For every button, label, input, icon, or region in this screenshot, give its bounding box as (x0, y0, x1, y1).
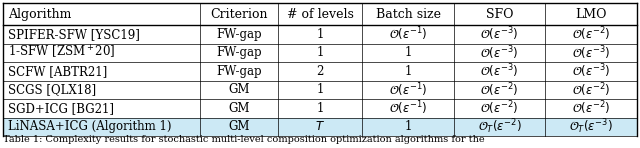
Text: SFO: SFO (486, 8, 513, 21)
Text: GM: GM (228, 102, 250, 115)
Text: SCFW [ABTR21]: SCFW [ABTR21] (8, 65, 108, 78)
FancyBboxPatch shape (545, 118, 637, 136)
Text: $\mathcal{O}(\epsilon^{-2})$: $\mathcal{O}(\epsilon^{-2})$ (481, 81, 518, 99)
Text: $\mathcal{O}(\epsilon^{-2})$: $\mathcal{O}(\epsilon^{-2})$ (572, 100, 610, 117)
Text: FW-gap: FW-gap (216, 46, 262, 59)
FancyBboxPatch shape (362, 118, 454, 136)
Text: $T$: $T$ (315, 120, 325, 133)
Text: # of levels: # of levels (287, 8, 353, 21)
Text: LMO: LMO (575, 8, 607, 21)
Text: $\mathcal{O}(\epsilon^{-3})$: $\mathcal{O}(\epsilon^{-3})$ (481, 26, 518, 43)
Text: $\mathcal{O}_T(\epsilon^{-3})$: $\mathcal{O}_T(\epsilon^{-3})$ (569, 118, 613, 136)
Text: $\mathcal{O}(\epsilon^{-3})$: $\mathcal{O}(\epsilon^{-3})$ (572, 63, 610, 80)
Text: 1: 1 (316, 28, 324, 41)
Text: Algorithm: Algorithm (8, 8, 72, 21)
Text: $\mathcal{O}(\epsilon^{-3})$: $\mathcal{O}(\epsilon^{-3})$ (572, 44, 610, 62)
Text: LiNASA+ICG (Algorithm 1): LiNASA+ICG (Algorithm 1) (8, 120, 172, 133)
Text: $\mathcal{O}_T(\epsilon^{-2})$: $\mathcal{O}_T(\epsilon^{-2})$ (477, 118, 522, 136)
Text: Batch size: Batch size (376, 8, 440, 21)
Text: 1: 1 (404, 65, 412, 78)
Text: $\mathcal{O}(\epsilon^{-3})$: $\mathcal{O}(\epsilon^{-3})$ (481, 44, 518, 62)
Text: 1: 1 (316, 102, 324, 115)
Text: $\mathcal{O}(\epsilon^{-2})$: $\mathcal{O}(\epsilon^{-2})$ (572, 81, 610, 99)
Text: GM: GM (228, 120, 250, 133)
Text: FW-gap: FW-gap (216, 65, 262, 78)
FancyBboxPatch shape (200, 118, 278, 136)
Text: FW-gap: FW-gap (216, 28, 262, 41)
Text: SCGS [QLX18]: SCGS [QLX18] (8, 83, 97, 96)
Text: 1: 1 (316, 46, 324, 59)
Text: $\mathcal{O}(\epsilon^{-2})$: $\mathcal{O}(\epsilon^{-2})$ (572, 26, 610, 43)
Text: $\mathcal{O}(\epsilon^{-1})$: $\mathcal{O}(\epsilon^{-1})$ (389, 81, 427, 99)
Text: $\mathcal{O}(\epsilon^{-2})$: $\mathcal{O}(\epsilon^{-2})$ (481, 100, 518, 117)
FancyBboxPatch shape (454, 118, 545, 136)
Text: $\mathcal{O}(\epsilon^{-3})$: $\mathcal{O}(\epsilon^{-3})$ (481, 63, 518, 80)
FancyBboxPatch shape (3, 118, 200, 136)
Text: SGD+ICG [BG21]: SGD+ICG [BG21] (8, 102, 115, 115)
Text: 1: 1 (404, 46, 412, 59)
Text: $\mathcal{O}(\epsilon^{-1})$: $\mathcal{O}(\epsilon^{-1})$ (389, 100, 427, 117)
Text: 1: 1 (316, 83, 324, 96)
Text: Table 1: Complexity results for stochastic multi-level composition optimization : Table 1: Complexity results for stochast… (3, 135, 485, 144)
Text: 1-SFW [ZSM$^+$20]: 1-SFW [ZSM$^+$20] (8, 44, 116, 61)
Text: SPIFER-SFW [YSC19]: SPIFER-SFW [YSC19] (8, 28, 140, 41)
Text: 1: 1 (404, 120, 412, 133)
Text: $\mathcal{O}(\epsilon^{-1})$: $\mathcal{O}(\epsilon^{-1})$ (389, 26, 427, 43)
Text: Criterion: Criterion (211, 8, 268, 21)
FancyBboxPatch shape (278, 118, 362, 136)
Text: GM: GM (228, 83, 250, 96)
Text: 2: 2 (316, 65, 324, 78)
